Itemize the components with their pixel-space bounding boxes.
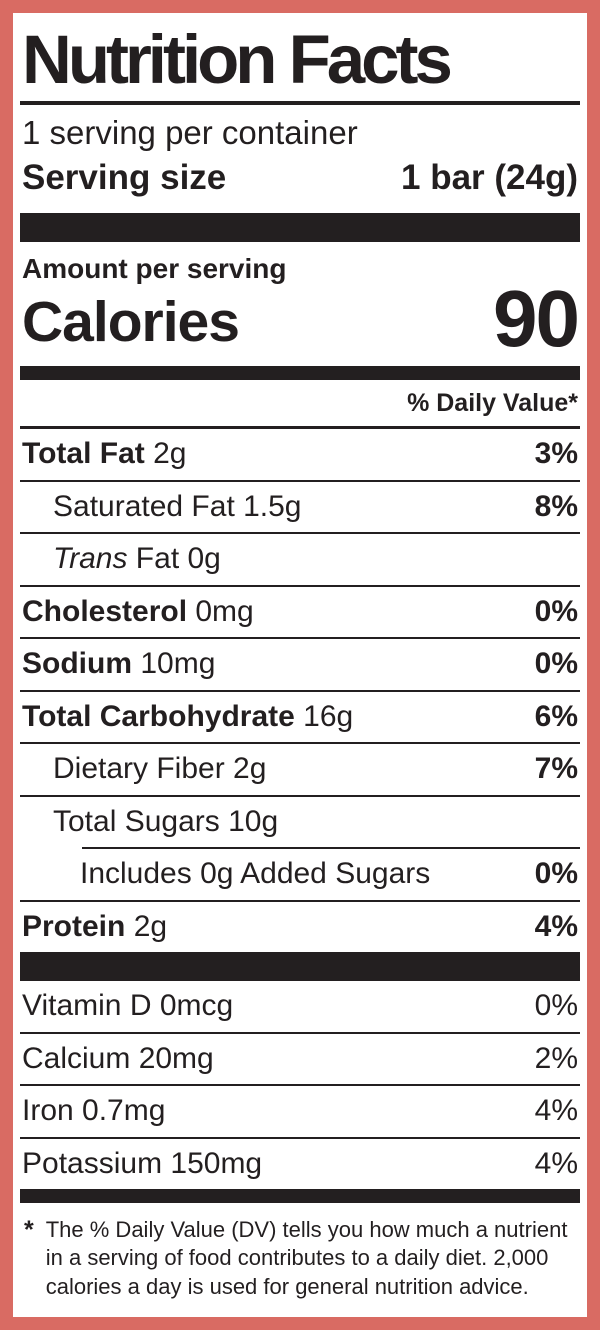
nutrient-row-total-carbohydrate: Total Carbohydrate 16g 6% xyxy=(20,692,580,743)
calories-value: 90 xyxy=(493,274,580,364)
divider xyxy=(20,637,580,640)
nutrient-dv: 4% xyxy=(534,909,578,943)
vitamin-dv: 4% xyxy=(534,1094,578,1128)
vitamin-label: Iron 0.7mg xyxy=(22,1094,166,1128)
nutrient-dv: 7% xyxy=(534,752,578,786)
separator-bar-thick-top xyxy=(20,213,580,243)
nutrient-label: Cholesterol 0mg xyxy=(22,594,254,628)
nutrient-dv: 0% xyxy=(534,857,578,891)
vitamin-row-potassium: Potassium 150mg 4% xyxy=(20,1139,580,1190)
nutrient-dv: 0% xyxy=(534,594,578,628)
vitamin-dv: 4% xyxy=(534,1146,578,1180)
nutrient-row-dietary-fiber: Dietary Fiber 2g 7% xyxy=(20,744,580,795)
divider xyxy=(20,899,580,902)
divider-indented xyxy=(82,847,580,850)
nutrient-label: Total Carbohydrate 16g xyxy=(22,699,354,733)
separator-bar-thick-vitamins xyxy=(20,952,580,982)
nutrient-label: Saturated Fat 1.5g xyxy=(53,489,302,523)
serving-size-row: Serving size 1 bar (24g) xyxy=(22,158,578,198)
amount-per-serving-label: Amount per serving xyxy=(22,253,287,285)
calories-row: Calories 90 xyxy=(22,274,580,364)
nutrient-label: Protein 2g xyxy=(22,909,168,943)
separator-bar-medium-calories xyxy=(20,366,580,381)
nutrient-label: Sodium 10mg xyxy=(22,647,216,681)
nutrient-row-total-fat: Total Fat 2g 3% xyxy=(20,429,580,480)
calories-label: Calories xyxy=(22,290,240,355)
nutrient-dv: 8% xyxy=(534,489,578,523)
divider xyxy=(20,479,580,482)
nutrient-label: Includes 0g Added Sugars xyxy=(80,857,431,891)
nutrient-label: Dietary Fiber 2g xyxy=(53,752,267,786)
vitamin-row-iron: Iron 0.7mg 4% xyxy=(20,1086,580,1137)
nutrient-row-cholesterol: Cholesterol 0mg 0% xyxy=(20,587,580,638)
serving-size-value: 1 bar (24g) xyxy=(401,158,578,198)
vitamin-dv: 0% xyxy=(534,989,578,1023)
vitamin-label: Calcium 20mg xyxy=(22,1041,214,1075)
divider xyxy=(20,1031,580,1034)
separator-bar-medium-footnote xyxy=(20,1189,580,1204)
nutrient-dv: 6% xyxy=(534,699,578,733)
nutrient-label: Trans Fat 0g xyxy=(53,542,221,576)
divider xyxy=(20,689,580,692)
nutrient-row-sodium: Sodium 10mg 0% xyxy=(20,639,580,690)
vitamin-row-vitamin-d: Vitamin D 0mcg 0% xyxy=(20,981,580,1032)
nutrient-label: Total Fat 2g xyxy=(22,437,187,471)
divider xyxy=(20,532,580,535)
footnote-asterisk: * xyxy=(24,1216,34,1245)
nutrient-row-added-sugars: Includes 0g Added Sugars 0% xyxy=(20,849,580,900)
nutrient-dv: 3% xyxy=(534,437,578,471)
daily-value-header: % Daily Value* xyxy=(407,389,578,418)
nutrient-label: Total Sugars 10g xyxy=(53,804,279,838)
daily-value-footnote: * The % Daily Value (DV) tells you how m… xyxy=(20,1203,580,1300)
divider xyxy=(20,584,580,587)
vitamin-label: Potassium 150mg xyxy=(22,1146,263,1180)
serving-size-label: Serving size xyxy=(22,158,227,198)
nutrition-facts-panel: Nutrition Facts 1 serving per container … xyxy=(13,13,587,1317)
divider xyxy=(20,426,580,430)
nutrition-facts-title: Nutrition Facts xyxy=(22,21,453,98)
vitamin-row-calcium: Calcium 20mg 2% xyxy=(20,1034,580,1085)
nutrient-row-protein: Protein 2g 4% xyxy=(20,902,580,953)
divider xyxy=(20,1084,580,1087)
divider xyxy=(20,742,580,745)
title-divider xyxy=(20,101,580,106)
vitamin-label: Vitamin D 0mcg xyxy=(22,989,234,1023)
servings-per-container: 1 serving per container xyxy=(22,114,358,152)
nutrient-row-total-sugars: Total Sugars 10g xyxy=(20,797,580,848)
footnote-text: The % Daily Value (DV) tells you how muc… xyxy=(45,1217,568,1299)
vitamin-dv: 2% xyxy=(534,1041,578,1075)
divider xyxy=(20,1136,580,1139)
nutrient-row-trans-fat: Trans Fat 0g xyxy=(20,534,580,585)
divider xyxy=(20,794,580,797)
nutrient-row-saturated-fat: Saturated Fat 1.5g 8% xyxy=(20,482,580,533)
nutrient-dv: 0% xyxy=(534,647,578,681)
